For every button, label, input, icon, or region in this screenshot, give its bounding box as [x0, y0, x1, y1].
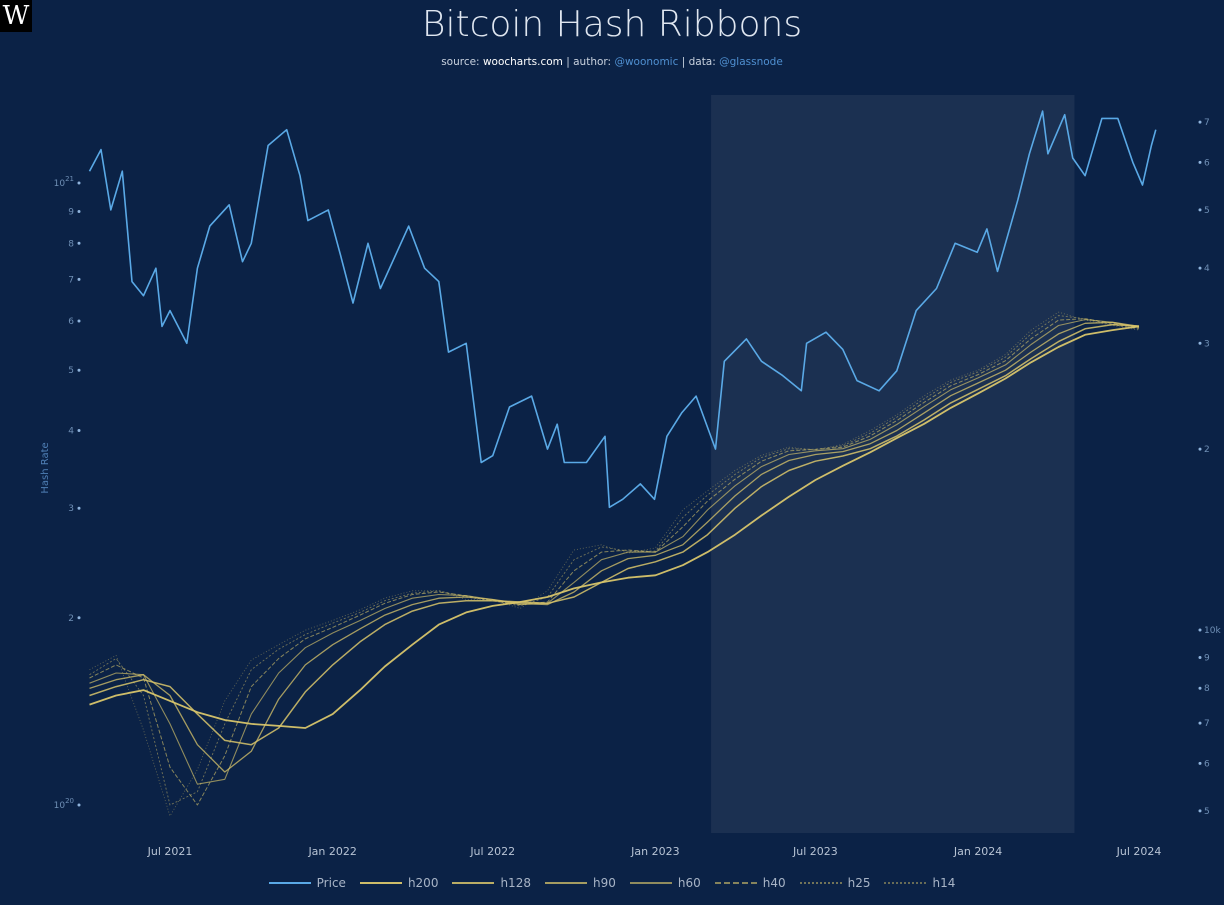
y2-tick-mark	[1198, 120, 1202, 124]
y2-tick-mark	[1198, 447, 1202, 451]
y2-tick-label: 5	[1204, 206, 1210, 216]
y2-tick-label: 7	[1204, 719, 1210, 729]
legend-swatch	[359, 882, 402, 884]
y-tick-mark	[77, 181, 81, 185]
y-tick-label: 6	[68, 317, 74, 327]
legend-label: Price	[316, 876, 346, 890]
legend-swatch	[799, 882, 842, 884]
y2-tick-label: 9	[1204, 654, 1210, 664]
y-tick-label: 1020	[54, 797, 74, 811]
series-line-h128	[89, 323, 1140, 746]
chart-subtitle: source: woocharts.com | author: @woonomi…	[0, 56, 1224, 68]
y2-tick-label: 10k	[1204, 626, 1221, 636]
y-tick-mark	[77, 429, 81, 433]
legend-label: h14	[932, 876, 956, 890]
y2-tick-label: 7	[1204, 118, 1210, 128]
legend-item-h200[interactable]: h200	[359, 876, 439, 890]
x-tick-label: Jul 2023	[792, 845, 838, 858]
y-tick-label: 7	[68, 275, 74, 285]
legend-item-price[interactable]: Price	[268, 876, 346, 890]
legend-swatch	[268, 882, 311, 884]
legend-label: h90	[592, 876, 616, 890]
y-tick-label: 8	[68, 239, 74, 249]
legend-item-h128[interactable]: h128	[452, 876, 531, 890]
y2-tick-label: 2	[1204, 445, 1210, 455]
source-link[interactable]: woocharts.com	[482, 56, 563, 68]
legend-label: h40	[762, 876, 786, 890]
legend-item-h14[interactable]: h14	[884, 876, 955, 890]
y2-tick-label: 5	[1204, 807, 1210, 817]
y2-tick-mark	[1198, 809, 1202, 813]
x-tick-label: Jan 2022	[307, 845, 356, 858]
series-line-h60	[89, 319, 1140, 785]
y2-tick-mark	[1198, 628, 1202, 632]
data-source-link[interactable]: @glassnode	[719, 56, 783, 68]
chart-title: Bitcoin Hash Ribbons	[421, 4, 803, 45]
x-tick-label: Jan 2024	[953, 845, 1002, 858]
y-tick-mark	[77, 209, 81, 213]
legend-item-h60[interactable]: h60	[629, 876, 701, 890]
y2-tick-mark	[1198, 160, 1202, 164]
author-link[interactable]: @woonomic	[614, 56, 679, 68]
author-label: | author:	[566, 56, 612, 68]
legend-label: h60	[677, 876, 701, 890]
highlight-region	[711, 95, 1075, 833]
legend-label: h128	[500, 876, 531, 890]
legend-swatch	[544, 882, 587, 884]
x-tick-label: Jan 2023	[630, 845, 679, 858]
y2-tick-label: 3	[1204, 339, 1210, 349]
source-label: source:	[441, 56, 480, 68]
y2-tick-mark	[1198, 656, 1202, 660]
series-line-h25	[89, 315, 1140, 806]
legend-label: h200	[407, 876, 439, 890]
y2-tick-label: 8	[1204, 684, 1210, 694]
y-tick-mark	[77, 241, 81, 245]
series-line-h200	[89, 325, 1140, 729]
y-tick-mark	[77, 506, 81, 510]
series-line-h40	[89, 318, 1140, 806]
y2-tick-mark	[1198, 266, 1202, 270]
y-tick-label: 9	[68, 207, 74, 217]
legend-item-h40[interactable]: h40	[714, 876, 786, 890]
x-tick-label: Jul 2024	[1116, 845, 1162, 858]
x-tick-label: Jul 2021	[147, 845, 193, 858]
y2-tick-label: 6	[1204, 158, 1210, 168]
y2-tick-label: 6	[1204, 759, 1210, 769]
y2-tick-mark	[1198, 761, 1202, 765]
woocharts-logo: W	[0, 0, 32, 32]
legend-swatch	[452, 882, 495, 884]
y-tick-mark	[77, 319, 81, 323]
series-line-h14	[89, 311, 1140, 817]
y2-tick-mark	[1198, 341, 1202, 345]
legend-item-h25[interactable]: h25	[799, 876, 871, 890]
y-tick-mark	[77, 616, 81, 620]
y-tick-label: 3	[68, 504, 74, 514]
y-tick-mark	[77, 277, 81, 281]
series-line-price	[88, 110, 1157, 509]
legend-label: h25	[847, 876, 871, 890]
y2-tick-mark	[1198, 208, 1202, 212]
legend-swatch	[629, 882, 672, 884]
y-tick-mark	[77, 803, 81, 807]
legend-swatch	[884, 882, 927, 884]
y-tick-mark	[77, 368, 81, 372]
y2-tick-mark	[1198, 721, 1202, 725]
legend-item-h90[interactable]: h90	[544, 876, 616, 890]
y-axis-title: Hash Rate	[40, 442, 51, 493]
legend-swatch	[714, 882, 757, 884]
y2-tick-mark	[1198, 686, 1202, 690]
y-tick-label: 4	[68, 427, 74, 437]
legend: Price h200 h128 h90 h60 h40 h25 h14	[0, 876, 1224, 890]
x-tick-label: Jul 2022	[469, 845, 515, 858]
y-tick-label: 1021	[54, 175, 74, 189]
y2-tick-label: 4	[1204, 264, 1210, 274]
y-tick-label: 2	[68, 614, 74, 624]
y-tick-label: 5	[68, 366, 74, 376]
data-label: | data:	[681, 56, 716, 68]
